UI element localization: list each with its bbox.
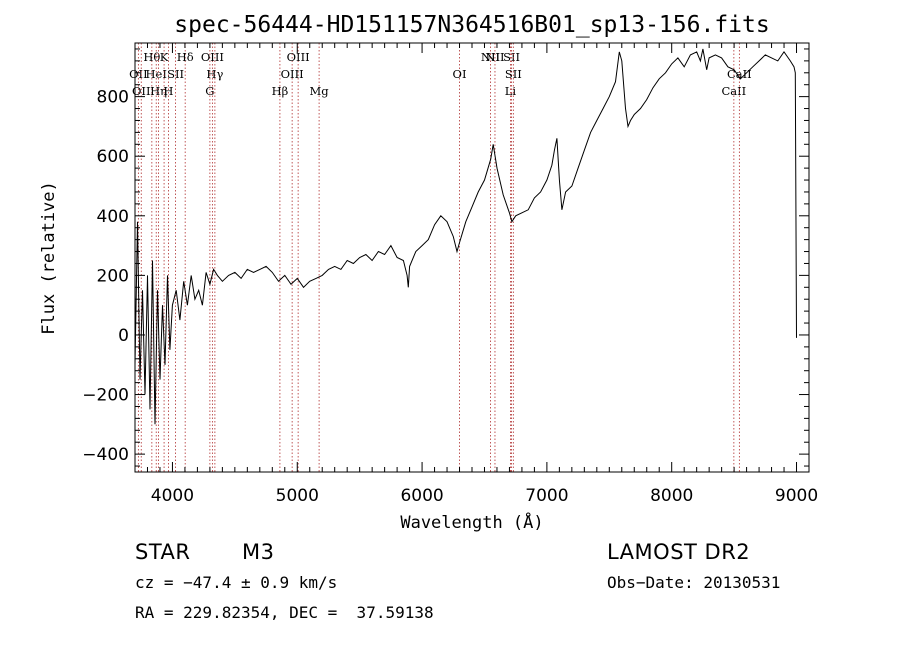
y-tick-label: 0 bbox=[118, 326, 129, 346]
observation-date: Obs−Date: 20130531 bbox=[607, 573, 781, 592]
spectral-line-label: SII bbox=[503, 50, 520, 64]
spectral-line-label: CaII bbox=[721, 84, 746, 98]
y-axis-ticks: −400 −200 0 200 400 600 800 bbox=[82, 48, 809, 467]
y-tick-label: 400 bbox=[97, 207, 129, 227]
y-tick-label: −400 bbox=[82, 445, 129, 465]
y-tick-label: 600 bbox=[97, 147, 129, 167]
spectral-line-label: OIII bbox=[281, 67, 304, 81]
object-class: STAR bbox=[135, 540, 191, 564]
plot-frame bbox=[134, 42, 810, 473]
spectral-line-label: Li bbox=[505, 84, 517, 98]
spectral-line-label: H bbox=[163, 84, 173, 98]
survey-name: LAMOST DR2 bbox=[607, 540, 751, 564]
y-tick-label: −200 bbox=[82, 386, 129, 406]
x-tick-label: 4000 bbox=[151, 486, 194, 506]
spectral-line-label: Mg bbox=[310, 84, 330, 98]
spectral-line-label: OIII bbox=[287, 50, 310, 64]
spectral-line-label: Hβ bbox=[272, 84, 289, 98]
spectral-line-label: Hγ bbox=[206, 67, 223, 81]
x-axis-ticks: 4000 5000 6000 7000 8000 9000 bbox=[134, 43, 818, 506]
spectral-line-markers: OII OII Hθ HeI Hη K H SII Hδ G OIII Hγ Hβ OIII OIII Mg O… bbox=[129, 43, 752, 472]
chart-title: spec-56444-HD151157N364516B01_sp13-156.f… bbox=[174, 12, 769, 38]
x-tick-label: 9000 bbox=[775, 486, 818, 506]
spectral-line-label: SII bbox=[505, 67, 522, 81]
spectral-line-label: OIII bbox=[201, 50, 224, 64]
x-tick-label: 7000 bbox=[525, 486, 568, 506]
spectral-line-label: Hη bbox=[150, 84, 167, 98]
y-tick-label: 200 bbox=[97, 266, 129, 286]
object-subclass: M3 bbox=[242, 540, 275, 564]
x-tick-label: 8000 bbox=[650, 486, 693, 506]
spectral-line-label: Hδ bbox=[177, 50, 194, 64]
y-axis-label: Flux (relative) bbox=[39, 181, 59, 335]
spectral-line-label: G bbox=[205, 84, 214, 98]
x-axis-label: Wavelength (Å) bbox=[400, 511, 543, 533]
spectral-line-label: NII bbox=[485, 50, 504, 64]
spectral-line-label: CaII bbox=[727, 67, 752, 81]
spectral-line-label: OII bbox=[132, 84, 151, 98]
spectral-line-label: OI bbox=[453, 67, 467, 81]
spectral-line-label: Hθ bbox=[143, 50, 160, 64]
spectral-line-label: SII bbox=[167, 67, 184, 81]
y-tick-label: 800 bbox=[97, 88, 129, 108]
spectrum-line bbox=[134, 48, 797, 425]
spectral-line-label: HeI bbox=[146, 67, 167, 81]
spectral-line-label: OII bbox=[129, 67, 148, 81]
spectral-line-label: K bbox=[160, 50, 169, 64]
x-tick-label: 5000 bbox=[276, 486, 319, 506]
coordinates: RA = 229.82354, DEC = 37.59138 bbox=[135, 603, 434, 622]
x-tick-label: 6000 bbox=[400, 486, 443, 506]
redshift-velocity: cz = −47.4 ± 0.9 km/s bbox=[135, 573, 338, 592]
